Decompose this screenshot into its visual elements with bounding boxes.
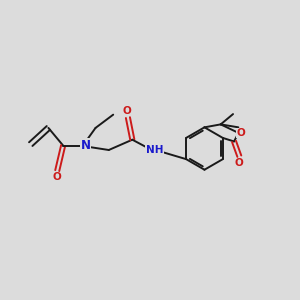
Text: O: O xyxy=(52,172,61,182)
Text: NH: NH xyxy=(146,145,163,155)
Text: O: O xyxy=(235,158,244,168)
Text: O: O xyxy=(236,128,245,138)
Text: O: O xyxy=(123,106,132,116)
Text: N: N xyxy=(81,139,91,152)
